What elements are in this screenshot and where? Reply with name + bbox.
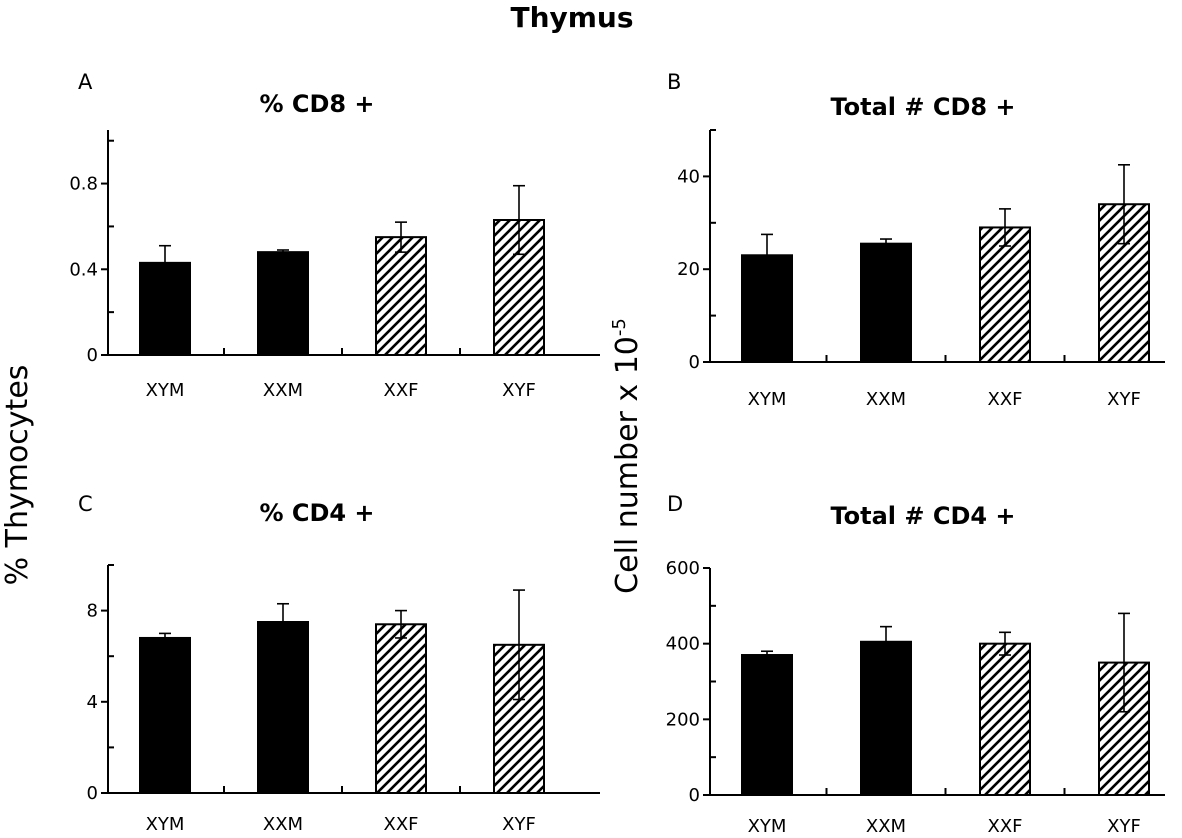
category-label-xyf: XYF (502, 380, 536, 401)
y-axis-label-right-base: Cell number x 10 (610, 336, 645, 594)
bar-xxm (860, 640, 912, 797)
figure-title: Thymus (510, 1, 633, 34)
bar-xym (139, 636, 191, 795)
bar-xym (741, 654, 793, 796)
bar-xxf (375, 623, 427, 795)
bar-xym (741, 254, 793, 363)
category-label-xxm: XXM (263, 380, 303, 401)
chart-panels: A % CD8 + 0 0.4 0.8 XYM XXM XXF XYF B Total # CD8 … (69, 70, 1165, 837)
panel-title-b: Total # CD8 + (830, 93, 1015, 121)
bar-xxf (375, 236, 427, 356)
panel-title-c: % CD4 + (259, 499, 374, 527)
y-tick-label: 0.8 (69, 174, 98, 195)
panel-title-a: % CD8 + (259, 90, 374, 118)
y-tick-label: 400 (666, 634, 700, 655)
panel-b: B Total # CD8 + 0 20 40 XYM XXM XXF XYF (667, 70, 1165, 410)
y-axis-label-left: % Thymocytes (0, 365, 35, 586)
y-axis-label-right: Cell number x 10-5 (609, 318, 645, 594)
y-tick-label: 40 (677, 166, 700, 187)
bar-xxm (257, 251, 309, 356)
y-tick-label: 20 (677, 259, 700, 280)
panel-d: D Total # CD4 + 0 200 400 600 XYM XXM XXF XYF (666, 492, 1165, 837)
panel-c: C % CD4 + 0 4 8 XYM XXM XXF XYF (78, 492, 600, 835)
category-label-xyf: XYF (1107, 389, 1141, 410)
category-label-xym: XYM (146, 380, 185, 401)
panel-title-d: Total # CD4 + (830, 502, 1015, 530)
y-tick-label: 600 (666, 558, 700, 579)
y-tick-label: 8 (87, 601, 98, 622)
category-label-xxm: XXM (263, 814, 303, 835)
panel-letter-d: D (667, 492, 683, 516)
panel-letter-b: B (667, 70, 681, 94)
bar-xxm (257, 621, 309, 794)
category-label-xxm: XXM (866, 816, 906, 837)
y-axis-label-right-exponent: -5 (609, 318, 630, 336)
category-label-xxf: XXF (383, 814, 418, 835)
category-label-xym: XYM (748, 389, 787, 410)
category-label-xxf: XXF (987, 389, 1022, 410)
category-label-xyf: XYF (1107, 816, 1141, 837)
y-tick-label: 200 (666, 709, 700, 730)
category-label-xym: XYM (146, 814, 185, 835)
bar-xxf (979, 642, 1031, 797)
y-tick-label: 0 (87, 783, 98, 804)
bar-xxf (979, 226, 1031, 363)
category-label-xyf: XYF (502, 814, 536, 835)
category-label-xxm: XXM (866, 389, 906, 410)
panel-a: A % CD8 + 0 0.4 0.8 XYM XXM XXF XYF (69, 70, 600, 401)
panel-letter-a: A (78, 70, 93, 94)
category-label-xxf: XXF (383, 380, 418, 401)
panel-letter-c: C (78, 492, 93, 516)
bar-xxm (860, 242, 912, 363)
y-tick-label: 4 (87, 692, 98, 713)
category-label-xym: XYM (748, 816, 787, 837)
category-label-xxf: XXF (987, 816, 1022, 837)
y-tick-label: 0 (87, 345, 98, 366)
y-tick-label: 0 (689, 352, 700, 373)
y-tick-label: 0.4 (69, 259, 98, 280)
y-tick-label: 0 (689, 785, 700, 806)
